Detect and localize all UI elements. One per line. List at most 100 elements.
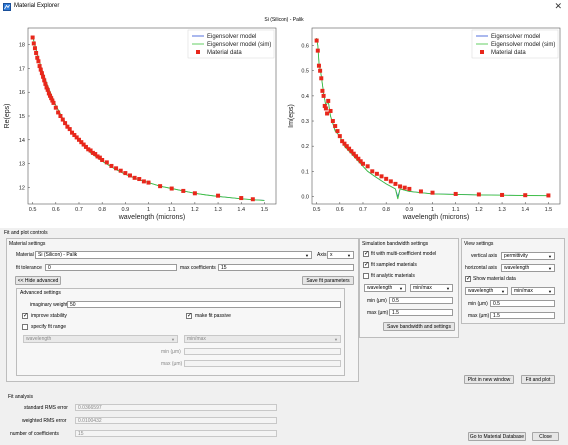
data-point	[104, 160, 109, 165]
y-tick-label: 17	[19, 66, 25, 72]
fit-multi-coefficient-label: fit with multi-coefficient model	[371, 251, 437, 257]
data-point	[37, 64, 42, 69]
fit-multi-coefficient-checkbox[interactable]: ✓	[363, 251, 370, 257]
plot-new-window-button[interactable]: Plot in new window	[464, 375, 514, 384]
view-min-input[interactable]: 0.5	[490, 300, 555, 307]
y-tick-label: 0.1	[301, 169, 309, 175]
vertical-axis-select[interactable]: permittivity ▼	[501, 252, 555, 260]
specify-fit-range-checkbox[interactable]	[22, 324, 28, 330]
data-point	[319, 76, 324, 81]
data-point	[318, 68, 323, 73]
data-point	[39, 71, 44, 76]
vertical-axis-label: vertical axis	[471, 253, 498, 259]
specify-fit-range-label: specify fit range	[31, 324, 67, 330]
x-tick-label: 0.5	[313, 207, 321, 213]
max-coefficients-input[interactable]: 15	[218, 264, 354, 271]
material-select[interactable]: Si (Silicon) - Palik ▼	[35, 251, 312, 259]
data-point	[146, 180, 151, 185]
chevron-down-icon: ▼	[548, 254, 552, 259]
data-point	[314, 38, 319, 43]
fit-tolerance-input[interactable]: 0	[45, 264, 177, 271]
data-point	[476, 192, 481, 197]
data-point	[349, 149, 354, 154]
x-tick-label: 1.2	[475, 207, 483, 213]
fit-sampled-checkbox[interactable]: ✓	[363, 262, 370, 268]
imaginary-weight-label: imaginary weight	[30, 302, 68, 308]
legend-box	[187, 29, 275, 59]
view-range-type-select[interactable]: wavelength ▼	[465, 287, 508, 295]
improve-stability-checkbox[interactable]: ✓	[22, 313, 29, 319]
data-point	[93, 152, 98, 157]
show-material-data-label: Show material data	[473, 276, 516, 282]
data-point	[169, 186, 174, 191]
bandwidth-mode-select[interactable]: min/max ▼	[410, 284, 453, 292]
x-tick-label: 0.8	[98, 207, 106, 213]
vertical-axis-value: permittivity	[504, 253, 528, 259]
x-tick-label: 1	[431, 207, 434, 213]
fit-range-min-input[interactable]	[184, 348, 341, 355]
num-coefficients-value: 15	[75, 430, 277, 437]
fit-range-type-select[interactable]: wavelength ▼	[23, 335, 178, 343]
show-material-data-checkbox[interactable]: ✓	[465, 276, 472, 282]
y-tick-label: 0.0	[301, 194, 309, 200]
data-point	[393, 181, 398, 186]
model-sim-line	[316, 38, 549, 200]
data-point	[337, 134, 342, 139]
data-point	[358, 159, 363, 164]
legend-marker	[196, 50, 200, 54]
fit-range-max-input[interactable]	[184, 360, 341, 367]
fit-range-min-label: min (μm)	[161, 349, 181, 355]
data-point	[335, 129, 340, 134]
save-bandwidth-button[interactable]: Save bandwidth and settings	[383, 322, 455, 331]
make-fit-passive-label: make fit passive	[195, 313, 231, 319]
data-point	[88, 148, 93, 153]
legend-label: Eigensolver model (sim)	[207, 42, 271, 48]
fit-range-mode-select[interactable]: min/max ▼	[184, 335, 341, 343]
data-point	[72, 133, 77, 138]
data-point	[44, 85, 49, 90]
y-tick-label: 0.6	[301, 44, 309, 50]
bandwidth-type-select[interactable]: wavelength ▼	[364, 284, 406, 292]
y-tick-label: 13	[19, 162, 25, 168]
data-point	[216, 193, 221, 198]
weighted-rms-value: 0.0100432	[75, 417, 277, 424]
close-button[interactable]: Close	[532, 432, 559, 441]
data-point	[430, 190, 435, 195]
x-tick-label: 0.7	[75, 207, 83, 213]
data-point	[46, 91, 51, 96]
data-point	[109, 163, 114, 168]
view-max-input[interactable]: 1.5	[490, 312, 555, 319]
data-point	[36, 59, 41, 64]
bandwidth-max-input[interactable]: 1.5	[389, 309, 453, 316]
bandwidth-min-input[interactable]: 0.5	[389, 297, 453, 304]
data-point	[418, 189, 423, 194]
make-fit-passive-checkbox[interactable]: ✓	[186, 313, 193, 319]
data-point	[340, 139, 345, 144]
data-point	[50, 98, 55, 103]
axis-select[interactable]: x ▼	[327, 251, 354, 259]
data-point	[325, 111, 330, 116]
hide-advanced-button[interactable]: << Hide advanced	[15, 276, 61, 285]
data-point	[398, 184, 403, 189]
go-to-material-database-button[interactable]: Go to Material Database	[468, 432, 526, 441]
data-point	[114, 166, 119, 171]
x-tick-label: 0.6	[336, 207, 344, 213]
data-point	[67, 127, 72, 132]
data-point	[86, 147, 91, 152]
x-tick-label: 1.5	[545, 207, 553, 213]
view-range-mode-value: min/max	[514, 288, 533, 294]
view-range-mode-select[interactable]: min/max ▼	[511, 287, 555, 295]
save-fit-parameters-button[interactable]: Save fit parameters	[302, 276, 354, 285]
data-point	[192, 191, 197, 196]
data-point	[97, 155, 102, 160]
x-tick-label: 1.5	[261, 207, 269, 213]
data-point	[48, 93, 53, 98]
horizontal-axis-select[interactable]: wavelength ▼	[501, 264, 555, 272]
legend-label: Eigensolver model	[491, 34, 540, 40]
legend-label: Eigensolver model	[207, 34, 256, 40]
imaginary-weight-input[interactable]: 50	[67, 301, 341, 308]
close-window-icon[interactable]: ✕	[554, 1, 562, 11]
fit-and-plot-button[interactable]: Fit and plot	[521, 375, 555, 384]
fit-analytic-checkbox[interactable]	[363, 273, 369, 279]
data-point	[70, 130, 75, 135]
